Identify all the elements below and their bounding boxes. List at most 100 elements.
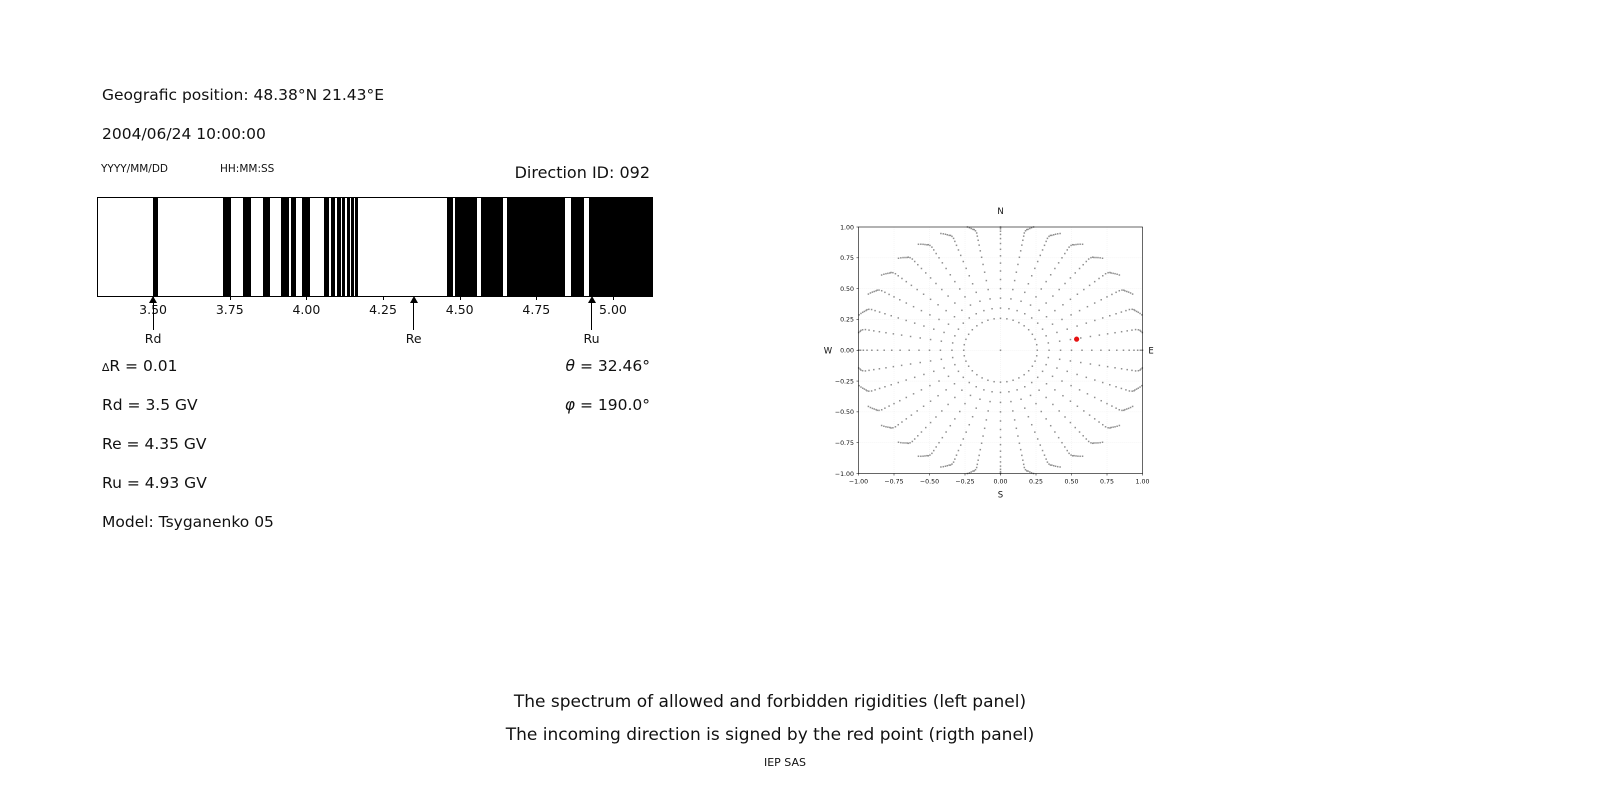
x-tick-label: 0.50 <box>1065 479 1079 486</box>
direction-dot <box>1036 438 1039 440</box>
direction-dot <box>949 234 952 237</box>
direction-dot <box>888 293 890 296</box>
direction-dot <box>1140 368 1142 370</box>
direction-dot <box>1035 355 1038 357</box>
direction-dot <box>926 244 928 246</box>
direction-dot <box>963 355 966 357</box>
forbidden-band <box>346 198 350 296</box>
direction-dot <box>1064 446 1066 448</box>
direction-dot <box>979 398 981 400</box>
direction-dot <box>1022 459 1024 461</box>
direction-dot <box>1091 442 1094 445</box>
direction-dot <box>1101 257 1104 259</box>
direction-dot <box>916 288 918 291</box>
direction-dot <box>1118 289 1121 292</box>
direction-dot <box>916 410 918 412</box>
direction-dot <box>887 272 889 275</box>
direction-dot <box>880 409 883 411</box>
direction-dot <box>860 369 862 371</box>
direction-dot <box>1023 373 1025 376</box>
direction-dot <box>1023 325 1025 327</box>
direction-dot <box>963 343 966 346</box>
compass-south-label: S <box>998 491 1003 501</box>
direction-dot <box>865 309 867 312</box>
direction-dot <box>1010 400 1012 403</box>
figure-caption: The spectrum of allowed and forbidden ri… <box>0 686 1540 752</box>
direction-dot <box>976 325 978 327</box>
direction-dot <box>1045 418 1047 420</box>
direction-dot <box>1078 389 1081 391</box>
y-tick-label: 0.25 <box>840 317 854 324</box>
direction-dot <box>894 426 897 428</box>
spectrum-tick-mark <box>383 296 385 300</box>
direction-dot <box>911 258 914 260</box>
direction-dot <box>989 298 991 300</box>
direction-dot <box>897 257 900 259</box>
forbidden-band <box>223 198 231 296</box>
direction-dot <box>938 441 940 444</box>
direction-dot <box>1097 442 1099 444</box>
x-tick-label: −0.25 <box>955 479 974 486</box>
direction-dot <box>873 368 875 371</box>
direction-dot <box>862 349 865 351</box>
forbidden-band <box>341 198 346 296</box>
direction-dot <box>1018 321 1020 324</box>
y-tick-label: 0.75 <box>840 255 854 262</box>
direction-dot <box>954 396 956 399</box>
direction-dot <box>929 421 932 424</box>
direction-dot <box>1048 349 1050 351</box>
direction-dot <box>1137 387 1140 389</box>
direction-dot <box>924 426 927 429</box>
direction-dot <box>1069 360 1072 362</box>
direction-dot <box>1101 381 1104 384</box>
direction-dot <box>901 421 903 423</box>
direction-dot <box>1131 405 1134 408</box>
direction-dot <box>1052 295 1054 297</box>
direction-dot <box>1110 426 1112 429</box>
direction-dot <box>1034 338 1036 341</box>
direction-dot <box>867 405 870 408</box>
direction-dot <box>880 424 883 427</box>
direction-dot <box>928 349 931 351</box>
direction-dot <box>1106 333 1109 335</box>
direction-dot <box>961 389 963 391</box>
direction-dot <box>951 235 953 238</box>
direction-dot <box>1131 293 1134 295</box>
direction-dot <box>1016 389 1018 391</box>
direction-dot <box>884 312 886 315</box>
direction-dot <box>1062 304 1064 306</box>
direction-dot <box>1069 277 1072 279</box>
direction-dot <box>1082 263 1084 266</box>
forbidden-band <box>336 198 341 296</box>
direction-dot <box>905 418 908 420</box>
direction-dot <box>940 340 943 342</box>
direction-dot <box>1100 399 1102 402</box>
direction-dot <box>1066 249 1068 251</box>
direction-dot <box>1100 349 1102 351</box>
direction-dot <box>945 309 947 312</box>
direction-dot <box>954 240 956 243</box>
direction-dot <box>999 237 1002 240</box>
direction-dot <box>1008 391 1010 393</box>
forbidden-band <box>323 198 330 296</box>
direction-dot <box>1133 308 1135 311</box>
direction-dot <box>1045 315 1048 318</box>
direction-dot <box>1076 373 1078 376</box>
direction-dot <box>1089 363 1092 365</box>
direction-dot <box>999 278 1002 281</box>
direction-dot <box>1076 325 1078 327</box>
direction-dot <box>933 449 935 452</box>
direction-dot <box>1082 435 1084 437</box>
forbidden-band <box>331 198 335 296</box>
direction-dot <box>965 360 967 362</box>
phi-text: φ = 190.0° <box>565 396 650 414</box>
forbidden-band <box>355 198 359 296</box>
direction-dot <box>918 349 920 351</box>
direction-dot <box>1128 390 1131 392</box>
direction-dot <box>972 470 974 472</box>
spectrum-tick-mark <box>229 296 231 300</box>
direction-id-text: Direction ID: 092 <box>514 163 650 182</box>
direction-dot <box>1054 267 1056 270</box>
direction-dot <box>1108 349 1111 351</box>
direction-dot <box>922 455 924 457</box>
